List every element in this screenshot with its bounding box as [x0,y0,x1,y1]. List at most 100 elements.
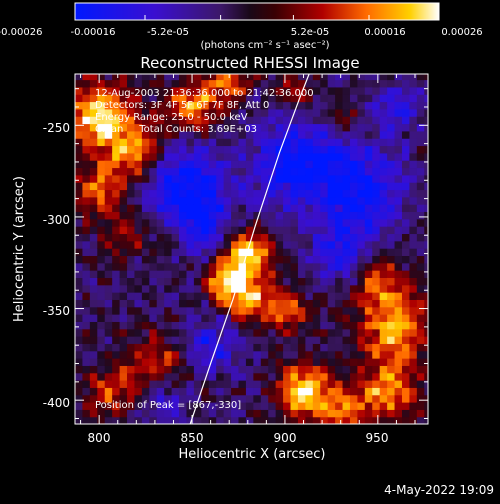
heatmap-image [75,74,428,424]
heatmap-cell [394,130,403,139]
heatmap-cell [357,248,366,257]
heatmap-cell [216,79,225,88]
heatmap-cell [387,152,396,161]
heatmap-cell [349,365,358,374]
heatmap-cell [127,123,136,132]
heatmap-cell [134,321,143,330]
heatmap-cell [104,248,113,257]
heatmap-cell [193,358,202,366]
heatmap-cell [223,343,232,352]
heatmap-cell [179,152,188,161]
heatmap-cell [424,167,428,176]
heatmap-cell [141,74,150,81]
heatmap-cell [75,218,84,227]
heatmap-cell [112,255,121,264]
heatmap-cell [424,255,428,264]
heatmap-cell [127,314,136,322]
heatmap-cell [253,358,262,366]
heatmap-cell [260,182,269,191]
heatmap-cell [104,277,113,286]
heatmap-cell [141,189,150,198]
heatmap-cell [364,380,373,388]
heatmap-cell [290,204,299,213]
heatmap-cell [424,380,428,388]
heatmap-cell [305,116,314,125]
heatmap-cell [104,86,113,95]
heatmap-cell [372,409,381,418]
heatmap-cell [238,350,247,359]
heatmap-cell [372,174,381,183]
heatmap-cell [372,86,381,95]
heatmap-cell [320,218,329,227]
heatmap-cell [283,343,292,352]
heatmap-cell [401,248,411,257]
heatmap-cell [379,130,388,139]
heatmap-cell [245,101,254,110]
heatmap-cell [424,328,428,337]
heatmap-cell [364,270,373,278]
heatmap-cell [171,226,180,235]
heatmap-cell [201,204,210,213]
colorbar-tick-label-0: -0.00026 [0,27,42,38]
heatmap-cell [119,336,128,344]
heatmap-cell [401,123,411,132]
heatmap-cell [283,130,292,139]
heatmap-cell [127,218,136,227]
heatmap-cell [327,270,336,278]
heatmap-cell [201,182,210,191]
heatmap-cell [342,394,351,403]
heatmap-cell [149,343,158,352]
heatmap-cell [119,138,128,147]
heatmap-cell [127,270,136,278]
heatmap-cell [379,358,388,366]
heatmap-cell [275,387,284,396]
heatmap-cell [193,116,202,125]
heatmap-cell [245,108,254,117]
heatmap-cell [245,299,254,308]
heatmap-cell [245,321,254,330]
heatmap-cell [320,240,329,249]
heatmap-cell [216,182,225,191]
heatmap-cell [127,130,136,139]
heatmap-cell [171,130,180,139]
heatmap-cell [223,394,232,403]
heatmap-cell [245,138,254,147]
heatmap-cell [119,402,128,410]
heatmap-cell [327,277,336,286]
heatmap-cell [97,409,106,418]
heatmap-cell [208,314,217,322]
heatmap-cell [75,372,84,381]
heatmap-cell [208,196,217,205]
heatmap-cell [312,211,321,220]
heatmap-cell [216,306,225,315]
heatmap-cell [208,358,217,366]
heatmap-cell [283,416,292,424]
heatmap-cell [335,218,344,227]
heatmap-cell [134,328,143,337]
heatmap-cell [179,358,188,366]
heatmap-cell [297,365,306,374]
heatmap-cell [297,262,306,271]
heatmap-cell [290,116,299,125]
heatmap-cell [387,365,396,374]
heatmap-cell [112,394,121,403]
heatmap-cell [134,218,143,227]
heatmap-cell [327,365,336,374]
heatmap-cell [208,101,217,110]
heatmap-cell [104,138,113,147]
heatmap-cell [394,343,403,352]
heatmap-cell [216,196,225,205]
heatmap-cell [349,248,358,257]
heatmap-cell [216,277,225,286]
heatmap-cell [104,130,113,139]
heatmap-cell [149,416,158,424]
heatmap-cell [268,101,277,110]
heatmap-cell [424,160,428,169]
heatmap-cell [82,116,91,125]
heatmap-cell [357,284,366,293]
heatmap-cell [104,108,113,117]
colorbar-unit-label: (photons cm⁻² s⁻¹ asec⁻²) [200,40,329,51]
heatmap-cell [238,365,247,374]
heatmap-cell [357,380,366,388]
